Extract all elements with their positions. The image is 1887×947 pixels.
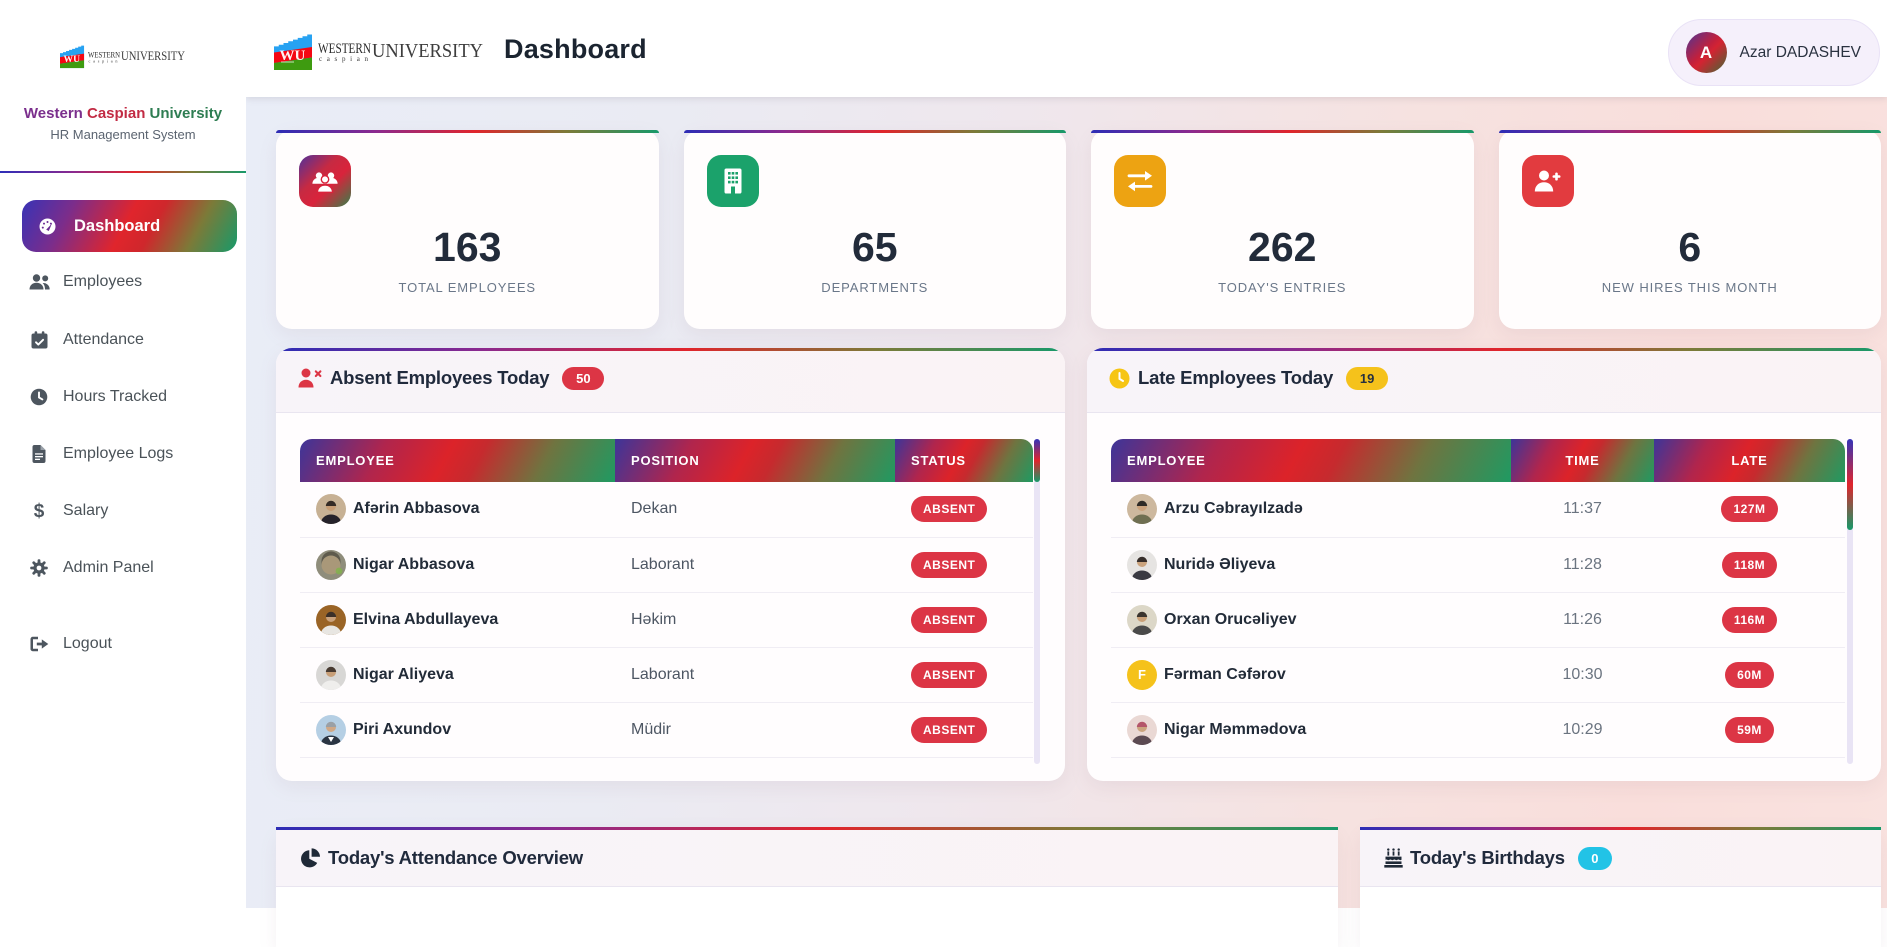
- svg-text:WESTERN: WESTERN: [318, 41, 371, 57]
- svg-text:caspian: caspian: [89, 58, 119, 63]
- svg-text:WU: WU: [64, 54, 81, 65]
- svg-text:WU: WU: [280, 48, 306, 64]
- svg-text:UNIVERSITY: UNIVERSITY: [121, 49, 185, 63]
- svg-text:WESTERN: WESTERN: [88, 50, 120, 60]
- svg-text:caspian: caspian: [319, 55, 369, 63]
- svg-text:UNIVERSITY: UNIVERSITY: [372, 40, 483, 62]
